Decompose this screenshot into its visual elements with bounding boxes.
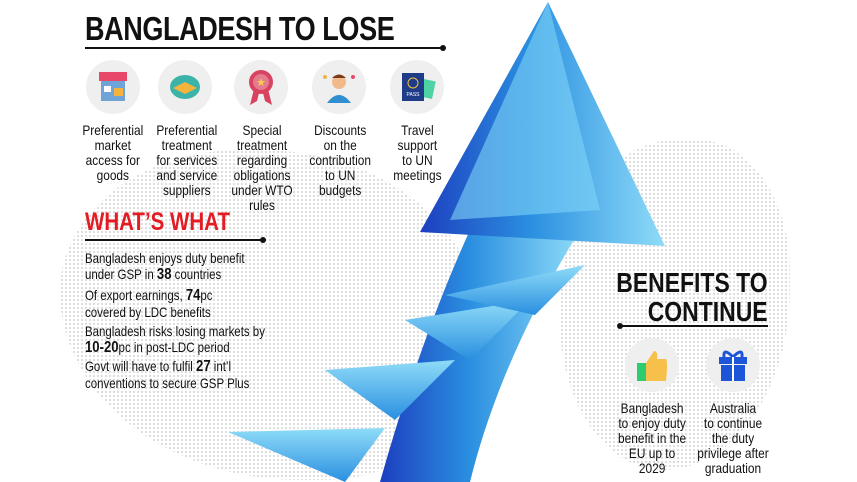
benefits-title: BENEFITS TO CONTINUE [616, 267, 768, 327]
step-4 [445, 265, 585, 315]
arrow-head-highlight [450, 2, 600, 220]
lose-item-label: Special treatment regarding obligations unde… [231, 122, 293, 213]
title-divider [85, 45, 446, 51]
benefit-item-label: Australia to continue the duty privilege af… [697, 400, 769, 476]
lose-title: BANGLADESH TO LOSE [85, 10, 395, 47]
lose-item-label: Preferential market access for goods [82, 122, 144, 183]
benefit-item-label: Bangladesh to enjoy duty benefit in the EU … [617, 400, 687, 476]
lose-item-label: Travel support to UN meetings [392, 122, 442, 183]
arrow-shaft [380, 230, 580, 482]
storefront-icon [86, 60, 140, 114]
fact-item: Bangladesh risks losing markets by 10-20… [85, 323, 265, 356]
lose-item-label: Discounts on the contribution to UN budgets [309, 122, 371, 198]
step-3 [405, 300, 530, 360]
businessman-icon [312, 60, 366, 114]
whats-what-title: WHAT’S WHAT [85, 208, 230, 236]
svg-text:PASS: PASS [407, 92, 421, 98]
fact-item: Govt will have to fulfil 27 int’l conven… [85, 358, 250, 391]
gift-icon [706, 338, 760, 392]
fact-item: Bangladesh enjoys duty benefit under GSP… [85, 250, 245, 283]
lose-item-label: Preferential treatment for services and ser… [156, 122, 218, 198]
step-2 [325, 360, 455, 420]
thumbs-up-icon [625, 338, 679, 392]
benefits-divider [617, 323, 768, 329]
fact-item: Of export earnings, 74pc covered by LDC … [85, 287, 213, 320]
handshake-icon [158, 60, 212, 114]
award-rosette-icon: ★ [234, 60, 288, 114]
passport-icon: PASS [390, 60, 444, 114]
svg-text:★: ★ [256, 77, 266, 89]
step-1 [228, 428, 385, 482]
whats-what-divider [85, 237, 266, 243]
